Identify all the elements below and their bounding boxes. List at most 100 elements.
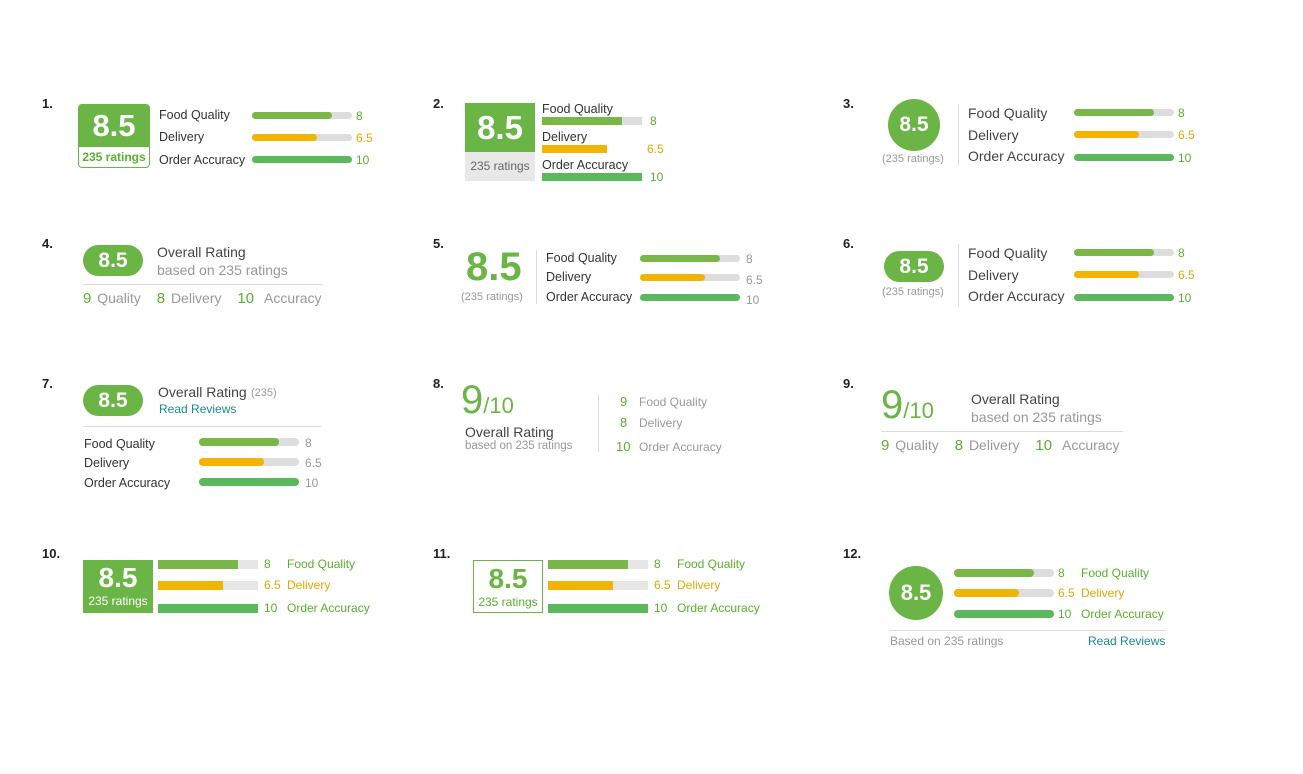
based-on-label: based on 235 ratings [465,440,573,452]
score-pill: 8.5 [83,385,143,416]
value-order-accuracy: 10 [650,170,664,184]
label-food-quality: Food Quality [677,557,746,571]
score-value: 8.5 [98,562,138,593]
ratings-count: 235 ratings [465,152,535,181]
score-out-of-ten: 9/10 [461,378,514,423]
ratings-count: 235 ratings [88,594,148,608]
label-food-quality: Food Quality [968,105,1048,121]
value-food-quality: 8 [1058,566,1065,580]
quality-label: Quality [97,290,141,306]
accuracy-value: 10 [1035,437,1053,454]
variant-number: 10. [42,546,61,561]
score-badge: 8.5 [465,103,535,152]
bar-order-accuracy [252,156,352,163]
bar-order-accuracy [1074,294,1174,301]
bar-order-accuracy [954,610,1054,618]
bar-order-accuracy [640,294,740,301]
label-order-accuracy: Order Accuracy [84,476,171,490]
value-food-quality: 8 [356,109,363,123]
value-order-accuracy: 10 [1178,291,1192,305]
ratings-count: 235 ratings [478,595,538,609]
bar-delivery [548,581,648,590]
divider [881,431,1123,432]
variant-number: 8. [433,376,444,391]
label-delivery: Delivery [968,267,1019,283]
bar-delivery [252,134,352,141]
bar-food-quality [252,112,352,119]
variant-number: 6. [843,236,854,251]
variant-number: 5. [433,236,444,251]
value-order-accuracy: 10 [1058,607,1072,621]
divider [889,630,1166,631]
bar-food-quality [158,560,258,569]
accuracy-label: Accuracy [263,290,322,306]
value-order-accuracy: 10 [654,601,668,615]
value-delivery: 6.5 [356,131,373,145]
quality-value: 9 [881,437,890,454]
bar-delivery [199,458,299,466]
overall-rating-label: Overall Rating [157,244,246,260]
out-of-ten: /10 [483,393,514,418]
label-order-accuracy: Order Accuracy [159,153,246,167]
value-food-quality: 9 [620,394,628,409]
label-delivery: Delivery [677,578,721,592]
value-delivery: 6.5 [264,578,281,592]
value-food-quality: 8 [654,557,661,571]
based-on-label: based on 235 ratings [971,409,1102,425]
score-card: 8.5 235 ratings [83,560,153,613]
ratings-count: (235 ratings) [882,153,944,165]
delivery-value: 8 [954,437,964,454]
bar-delivery [640,274,740,281]
bar-delivery [542,145,642,153]
delivery-value: 8 [156,290,166,307]
variant-number: 1. [42,96,53,111]
label-delivery: Delivery [1081,586,1125,600]
value-delivery: 6.5 [647,142,664,156]
variant-number: 12. [843,546,862,561]
label-order-accuracy: Order Accuracy [542,158,629,172]
value-order-accuracy: 10 [746,293,760,307]
label-delivery: Delivery [84,456,130,470]
label-food-quality: Food Quality [287,557,356,571]
score-large: 8.5 [466,245,522,289]
value-food-quality: 8 [650,114,657,128]
bar-food-quality [640,255,740,262]
value-order-accuracy: 10 [1178,151,1192,165]
out-of-ten: /10 [903,398,934,423]
value-delivery: 6.5 [1178,128,1195,142]
overall-rating-label: Overall Rating [465,424,554,440]
bar-delivery [954,589,1054,597]
variant-number: 7. [42,376,53,391]
value-food-quality: 8 [1178,106,1185,120]
bar-delivery [1074,131,1174,138]
value-delivery: 6.5 [1058,586,1075,600]
label-order-accuracy: Order Accuracy [677,601,760,615]
score-pill: 8.5 [83,245,143,276]
variant-number: 11. [433,546,451,561]
ratings-count: (235) [251,387,277,399]
score-nine: 9 [461,378,484,422]
delivery-label: Delivery [170,290,222,306]
summary-row: 9 Quality 8 Delivery 10 Accuracy [881,437,1120,454]
value-order-accuracy: 10 [616,439,631,454]
bar-order-accuracy [1074,154,1174,161]
value-delivery: 6.5 [1178,268,1195,282]
delivery-label: Delivery [968,437,1020,453]
read-reviews-link[interactable]: Read Reviews [1088,634,1166,648]
value-food-quality: 8 [746,252,753,266]
score-circle: 8.5 [889,566,943,620]
divider [536,250,537,304]
bar-food-quality [542,117,642,125]
label-delivery: Delivery [287,578,331,592]
bar-food-quality [954,569,1054,577]
ratings-count: (235 ratings) [882,286,944,298]
label-order-accuracy: Order Accuracy [968,288,1065,304]
value-food-quality: 8 [264,557,271,571]
divider [83,426,321,427]
read-reviews-link[interactable]: Read Reviews [159,402,237,416]
value-order-accuracy: 10 [356,153,370,167]
bar-food-quality [1074,249,1174,256]
summary-row: 9 Quality 8 Delivery 10 Accuracy [83,290,322,307]
based-on-label: based on 235 ratings [157,262,288,278]
ratings-count: (235 ratings) [461,291,523,303]
